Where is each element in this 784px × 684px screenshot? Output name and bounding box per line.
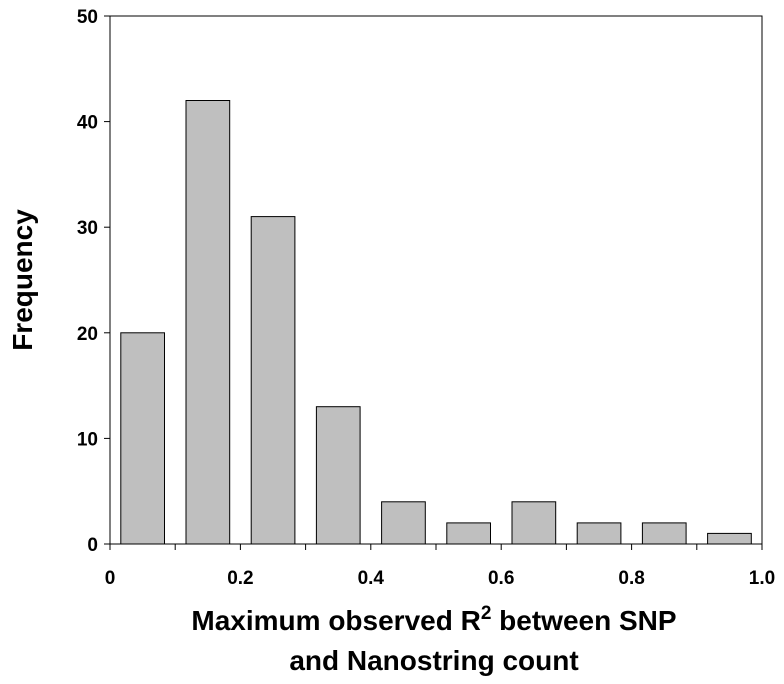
x-axis-label-prefix: Maximum observed R bbox=[191, 605, 480, 636]
x-axis-label-line-2: and Nanostring count bbox=[289, 645, 578, 676]
y-tick-label-40: 40 bbox=[77, 113, 98, 134]
y-axis: 0 10 20 30 40 50 bbox=[77, 7, 110, 556]
x-tick-label-2: 0.4 bbox=[358, 568, 385, 589]
x-tick-label-3: 0.6 bbox=[488, 568, 514, 589]
y-tick-label-30: 30 bbox=[77, 218, 98, 239]
x-axis-label-line-1: Maximum observed R2 between SNP bbox=[191, 603, 676, 636]
bar-2 bbox=[250, 216, 296, 545]
bar-6 bbox=[511, 501, 557, 545]
bars-group bbox=[120, 100, 752, 545]
y-axis-label: Frequency bbox=[7, 209, 38, 351]
bar-5 bbox=[446, 522, 491, 545]
bar-8 bbox=[641, 522, 687, 545]
x-tick-label-0: 0 bbox=[105, 568, 116, 589]
y-tick-label-20: 20 bbox=[77, 324, 98, 345]
x-tick-label-1: 0.2 bbox=[227, 568, 253, 589]
bar-3 bbox=[315, 406, 361, 545]
bar-0 bbox=[120, 332, 166, 545]
bar-7 bbox=[576, 522, 622, 545]
y-tick-label-50: 50 bbox=[77, 7, 98, 28]
y-tick-label-0: 0 bbox=[87, 535, 98, 556]
bar-4 bbox=[381, 501, 426, 545]
y-tick-label-10: 10 bbox=[77, 429, 98, 450]
bar-9 bbox=[707, 532, 752, 545]
x-axis-label-suffix: between SNP bbox=[491, 605, 676, 636]
bar-1 bbox=[185, 100, 231, 545]
x-tick-label-5: 1.0 bbox=[749, 568, 775, 589]
x-tick-label-4: 0.8 bbox=[618, 568, 644, 589]
x-axis-label-superscript: 2 bbox=[481, 603, 492, 624]
x-axis: 0 0.2 0.4 0.6 0.8 1.0 bbox=[105, 544, 775, 589]
